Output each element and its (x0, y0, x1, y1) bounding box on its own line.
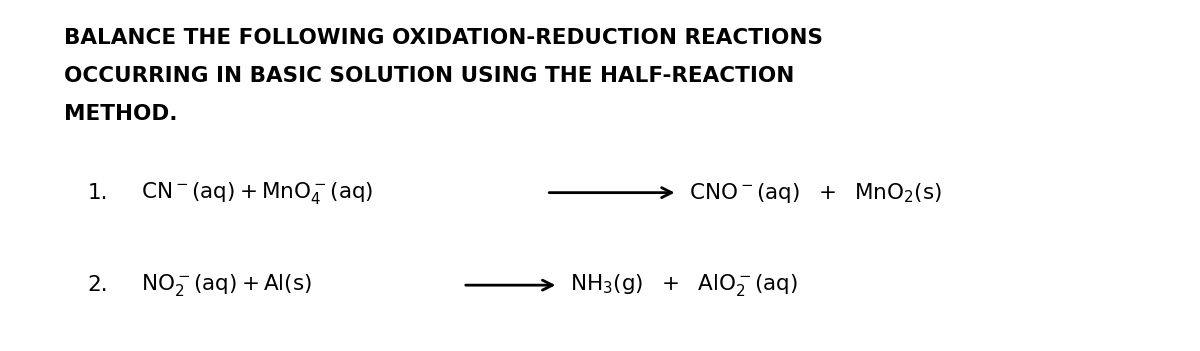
Text: $\mathregular{NO_2^-(aq) + Al(s)}$: $\mathregular{NO_2^-(aq) + Al(s)}$ (142, 272, 312, 298)
Text: 2.: 2. (88, 275, 108, 295)
Text: 1.: 1. (88, 183, 108, 203)
Text: $\mathregular{CNO^-(aq)\ \ +\ \ MnO_2(s)}$: $\mathregular{CNO^-(aq)\ \ +\ \ MnO_2(s)… (689, 181, 942, 205)
Text: $\mathregular{CN^-(aq) + MnO_4^-(aq)}$: $\mathregular{CN^-(aq) + MnO_4^-(aq)}$ (142, 180, 373, 206)
Text: BALANCE THE FOLLOWING OXIDATION-REDUCTION REACTIONS: BALANCE THE FOLLOWING OXIDATION-REDUCTIO… (64, 28, 823, 48)
Text: OCCURRING IN BASIC SOLUTION USING THE HALF-REACTION: OCCURRING IN BASIC SOLUTION USING THE HA… (64, 66, 794, 86)
Text: METHOD.: METHOD. (64, 104, 178, 124)
Text: $\mathregular{NH_3(g)\ \ +\ \ AlO_2^-(aq)}$: $\mathregular{NH_3(g)\ \ +\ \ AlO_2^-(aq… (570, 272, 798, 298)
